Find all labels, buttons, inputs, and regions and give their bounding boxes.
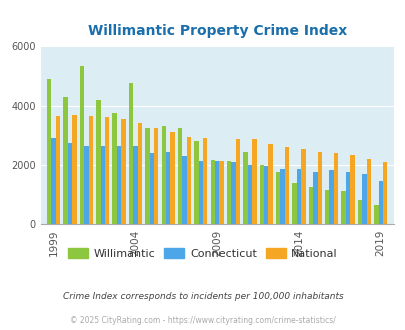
Bar (259, 165, 263, 224)
Bar (153, 128, 158, 224)
Bar (268, 144, 272, 224)
Bar (112, 113, 117, 224)
Bar (366, 159, 370, 224)
Bar (301, 148, 305, 224)
Bar (280, 169, 284, 224)
Bar (345, 172, 350, 224)
Bar (47, 79, 51, 224)
Bar (84, 146, 88, 224)
Bar (361, 174, 366, 224)
Bar (133, 146, 137, 224)
Bar (182, 156, 186, 224)
Bar (247, 165, 252, 224)
Bar (312, 172, 317, 224)
Bar (72, 115, 77, 224)
Bar (63, 97, 68, 224)
Bar (79, 65, 84, 224)
Bar (194, 141, 198, 224)
Bar (145, 128, 149, 224)
Bar (275, 172, 280, 224)
Bar (243, 152, 247, 224)
Bar (252, 139, 256, 224)
Bar (235, 139, 240, 224)
Bar (137, 123, 142, 224)
Bar (117, 146, 121, 224)
Bar (121, 119, 126, 224)
Bar (186, 137, 191, 224)
Bar (350, 154, 354, 224)
Bar (231, 162, 235, 224)
Bar (104, 117, 109, 224)
Text: Crime Index corresponds to incidents per 100,000 inhabitants: Crime Index corresponds to incidents per… (62, 292, 343, 301)
Bar (161, 126, 166, 224)
Bar (329, 170, 333, 224)
Bar (263, 167, 268, 224)
Legend: Willimantic, Connecticut, National: Willimantic, Connecticut, National (64, 244, 341, 263)
Bar (296, 170, 301, 224)
Bar (166, 152, 170, 224)
Bar (177, 128, 182, 224)
Bar (308, 187, 312, 224)
Text: © 2025 CityRating.com - https://www.cityrating.com/crime-statistics/: © 2025 CityRating.com - https://www.city… (70, 316, 335, 325)
Bar (341, 191, 345, 224)
Bar (333, 153, 337, 224)
Bar (68, 143, 72, 224)
Bar (292, 183, 296, 224)
Bar (357, 200, 361, 224)
Bar (198, 160, 202, 224)
Bar (51, 138, 56, 224)
Bar (202, 138, 207, 224)
Bar (100, 146, 104, 224)
Bar (219, 160, 223, 224)
Bar (56, 116, 60, 224)
Bar (128, 83, 133, 224)
Title: Willimantic Property Crime Index: Willimantic Property Crime Index (87, 24, 346, 38)
Bar (215, 160, 219, 224)
Bar (373, 205, 377, 224)
Bar (284, 147, 288, 224)
Bar (88, 116, 93, 224)
Bar (149, 153, 153, 224)
Bar (96, 100, 100, 224)
Bar (226, 160, 231, 224)
Bar (324, 190, 329, 224)
Bar (377, 181, 382, 224)
Bar (317, 152, 321, 224)
Bar (210, 160, 215, 224)
Bar (382, 162, 386, 224)
Bar (170, 132, 174, 224)
